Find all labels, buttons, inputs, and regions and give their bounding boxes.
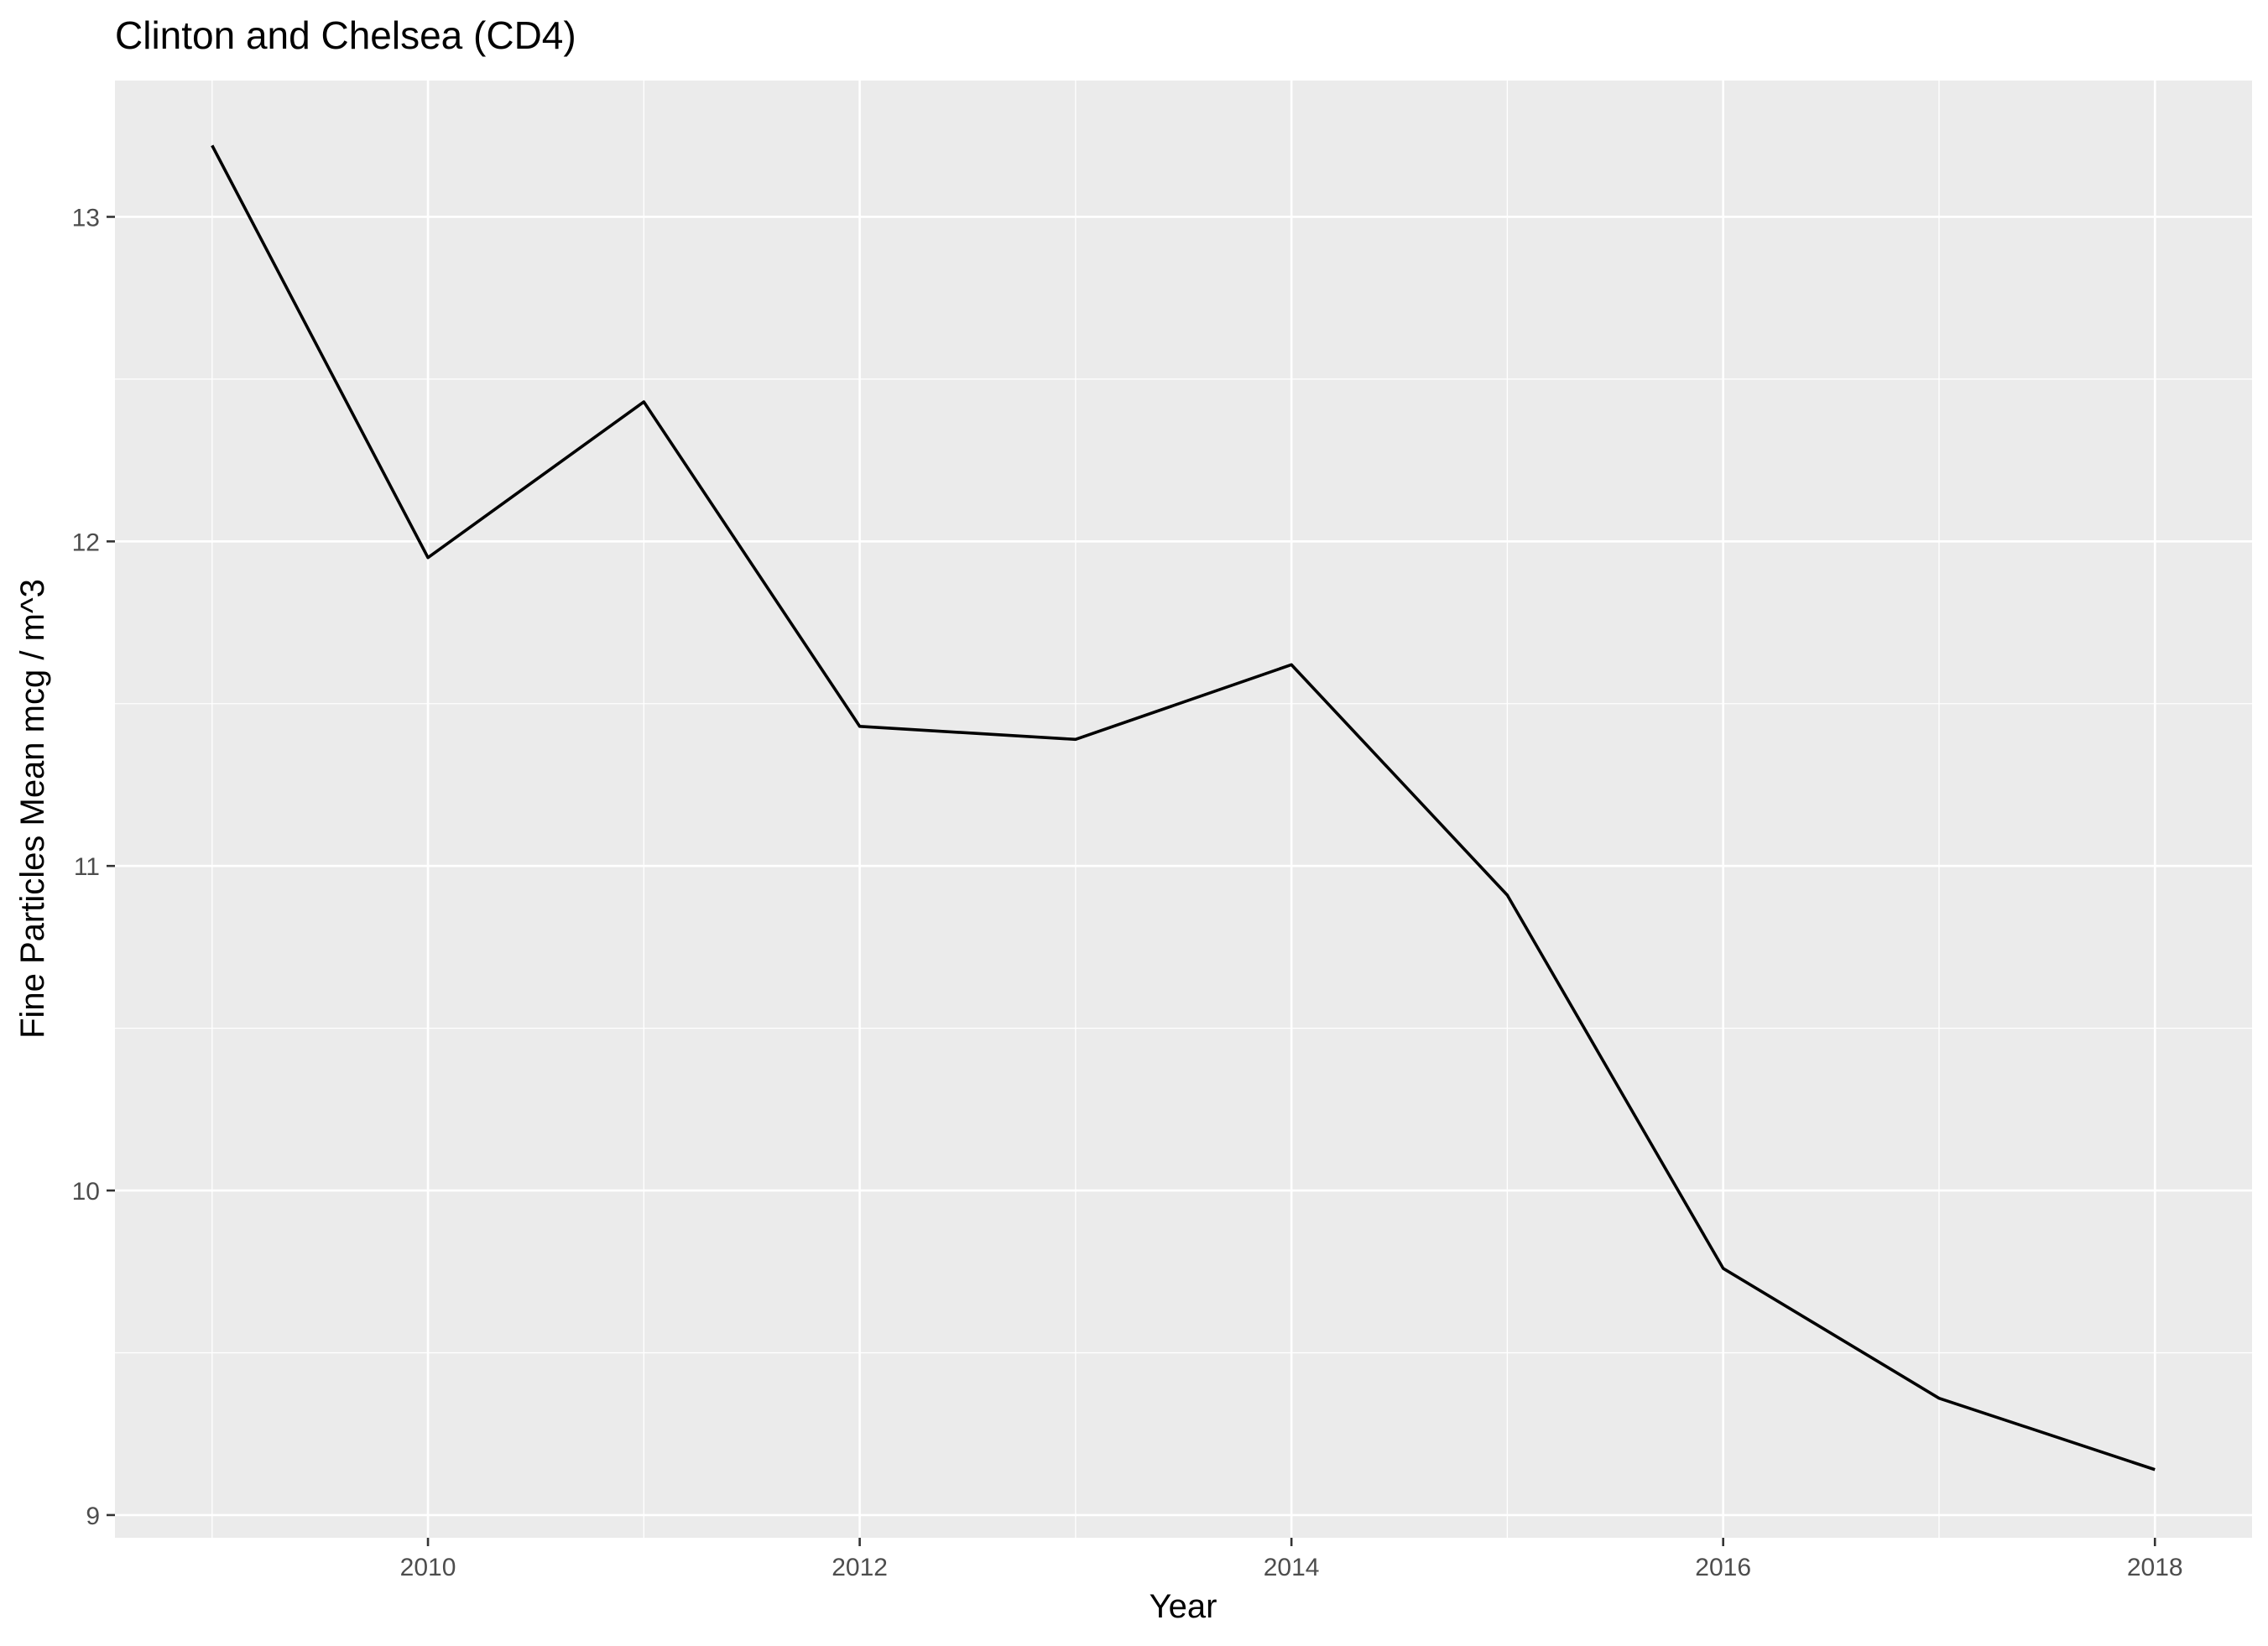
x-tick-label: 2012 xyxy=(832,1554,888,1581)
x-axis: 2010 2012 2014 2016 2018 xyxy=(400,1538,2183,1581)
minor-gridlines-y xyxy=(115,378,2252,1354)
x-tick-label: 2010 xyxy=(400,1554,456,1581)
y-tick-label: 11 xyxy=(74,853,100,881)
major-gridlines-x xyxy=(426,81,2156,1538)
major-gridlines-y xyxy=(115,216,2252,1517)
y-tick-label: 10 xyxy=(72,1178,100,1206)
plot-panel xyxy=(115,81,2252,1538)
y-axis-title: Fine Particles Mean mcg / m^3 xyxy=(14,579,51,1039)
chart-title: Clinton and Chelsea (CD4) xyxy=(115,13,576,57)
series-layer xyxy=(211,144,2156,1472)
series-line xyxy=(211,144,2156,1472)
minor-gridlines-x xyxy=(211,81,1940,1538)
y-tick-label: 12 xyxy=(72,529,100,556)
y-axis: 9 10 11 12 13 xyxy=(72,204,115,1530)
x-axis-title: Year xyxy=(1150,1588,1217,1625)
y-tick-label: 13 xyxy=(72,204,100,232)
y-tick-label: 9 xyxy=(86,1503,100,1530)
x-tick-label: 2018 xyxy=(2127,1554,2183,1581)
x-tick-label: 2014 xyxy=(1264,1554,1320,1581)
x-tick-label: 2016 xyxy=(1695,1554,1751,1581)
